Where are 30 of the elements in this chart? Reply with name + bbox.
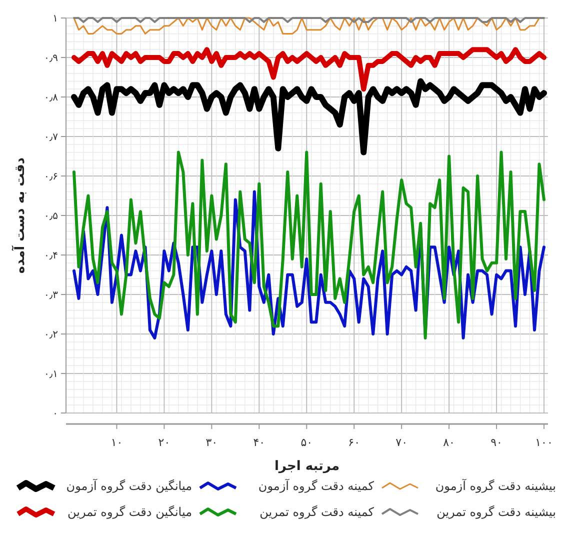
- x-tick-label: ۱۰: [110, 436, 123, 449]
- legend-label: کمینه دقت گروه آزمون: [258, 478, 374, 494]
- line-series: [72, 150, 546, 340]
- y-tick-label: ۰٫۲: [44, 330, 58, 340]
- x-tick-label: ۵۰: [300, 436, 313, 449]
- y-tick-label: ۱: [52, 14, 58, 24]
- y-tick-label: ۰٫۵: [44, 211, 58, 222]
- legend-label: کمینه دقت گروه تمرین: [260, 505, 374, 520]
- y-tick-label: ۰٫۳: [44, 290, 59, 301]
- x-axis-title: مرتبه اجرا: [274, 459, 340, 474]
- y-tick-label: ۰٫۶: [44, 172, 58, 182]
- y-axis-title: دقت به دست آمده: [11, 157, 28, 274]
- legend-label: بیشینه دقت گروه آزمون: [435, 478, 556, 494]
- legend-label: میانگین دقت گروه آزمون: [66, 478, 192, 494]
- x-tick-label: ۸۰: [443, 436, 455, 449]
- x-tick-label: ۶۰: [348, 436, 360, 449]
- x-tick-label: ۲۰: [158, 436, 170, 449]
- legend-label: میانگین دقت گروه تمرین: [67, 505, 192, 520]
- x-tick-label: ۳۰: [206, 436, 218, 449]
- x-tick-label: ۷۰: [396, 436, 408, 449]
- y-tick-label: ۰٫۷: [44, 132, 59, 143]
- x-tick-label: ۱۰۰: [535, 436, 553, 449]
- y-tick-label: ۰٫۸: [44, 92, 59, 104]
- x-tick-label: ۹۰: [490, 436, 502, 449]
- y-tick-label: ۰: [52, 408, 58, 420]
- y-tick-label: ۰٫۹: [44, 53, 58, 64]
- y-tick-label: ۰٫۱: [44, 369, 58, 380]
- y-tick-label: ۰٫۴: [44, 250, 58, 262]
- legend-label: بیشینه دقت گروه تمرین: [436, 505, 556, 520]
- x-tick-label: ۴۰: [253, 436, 266, 449]
